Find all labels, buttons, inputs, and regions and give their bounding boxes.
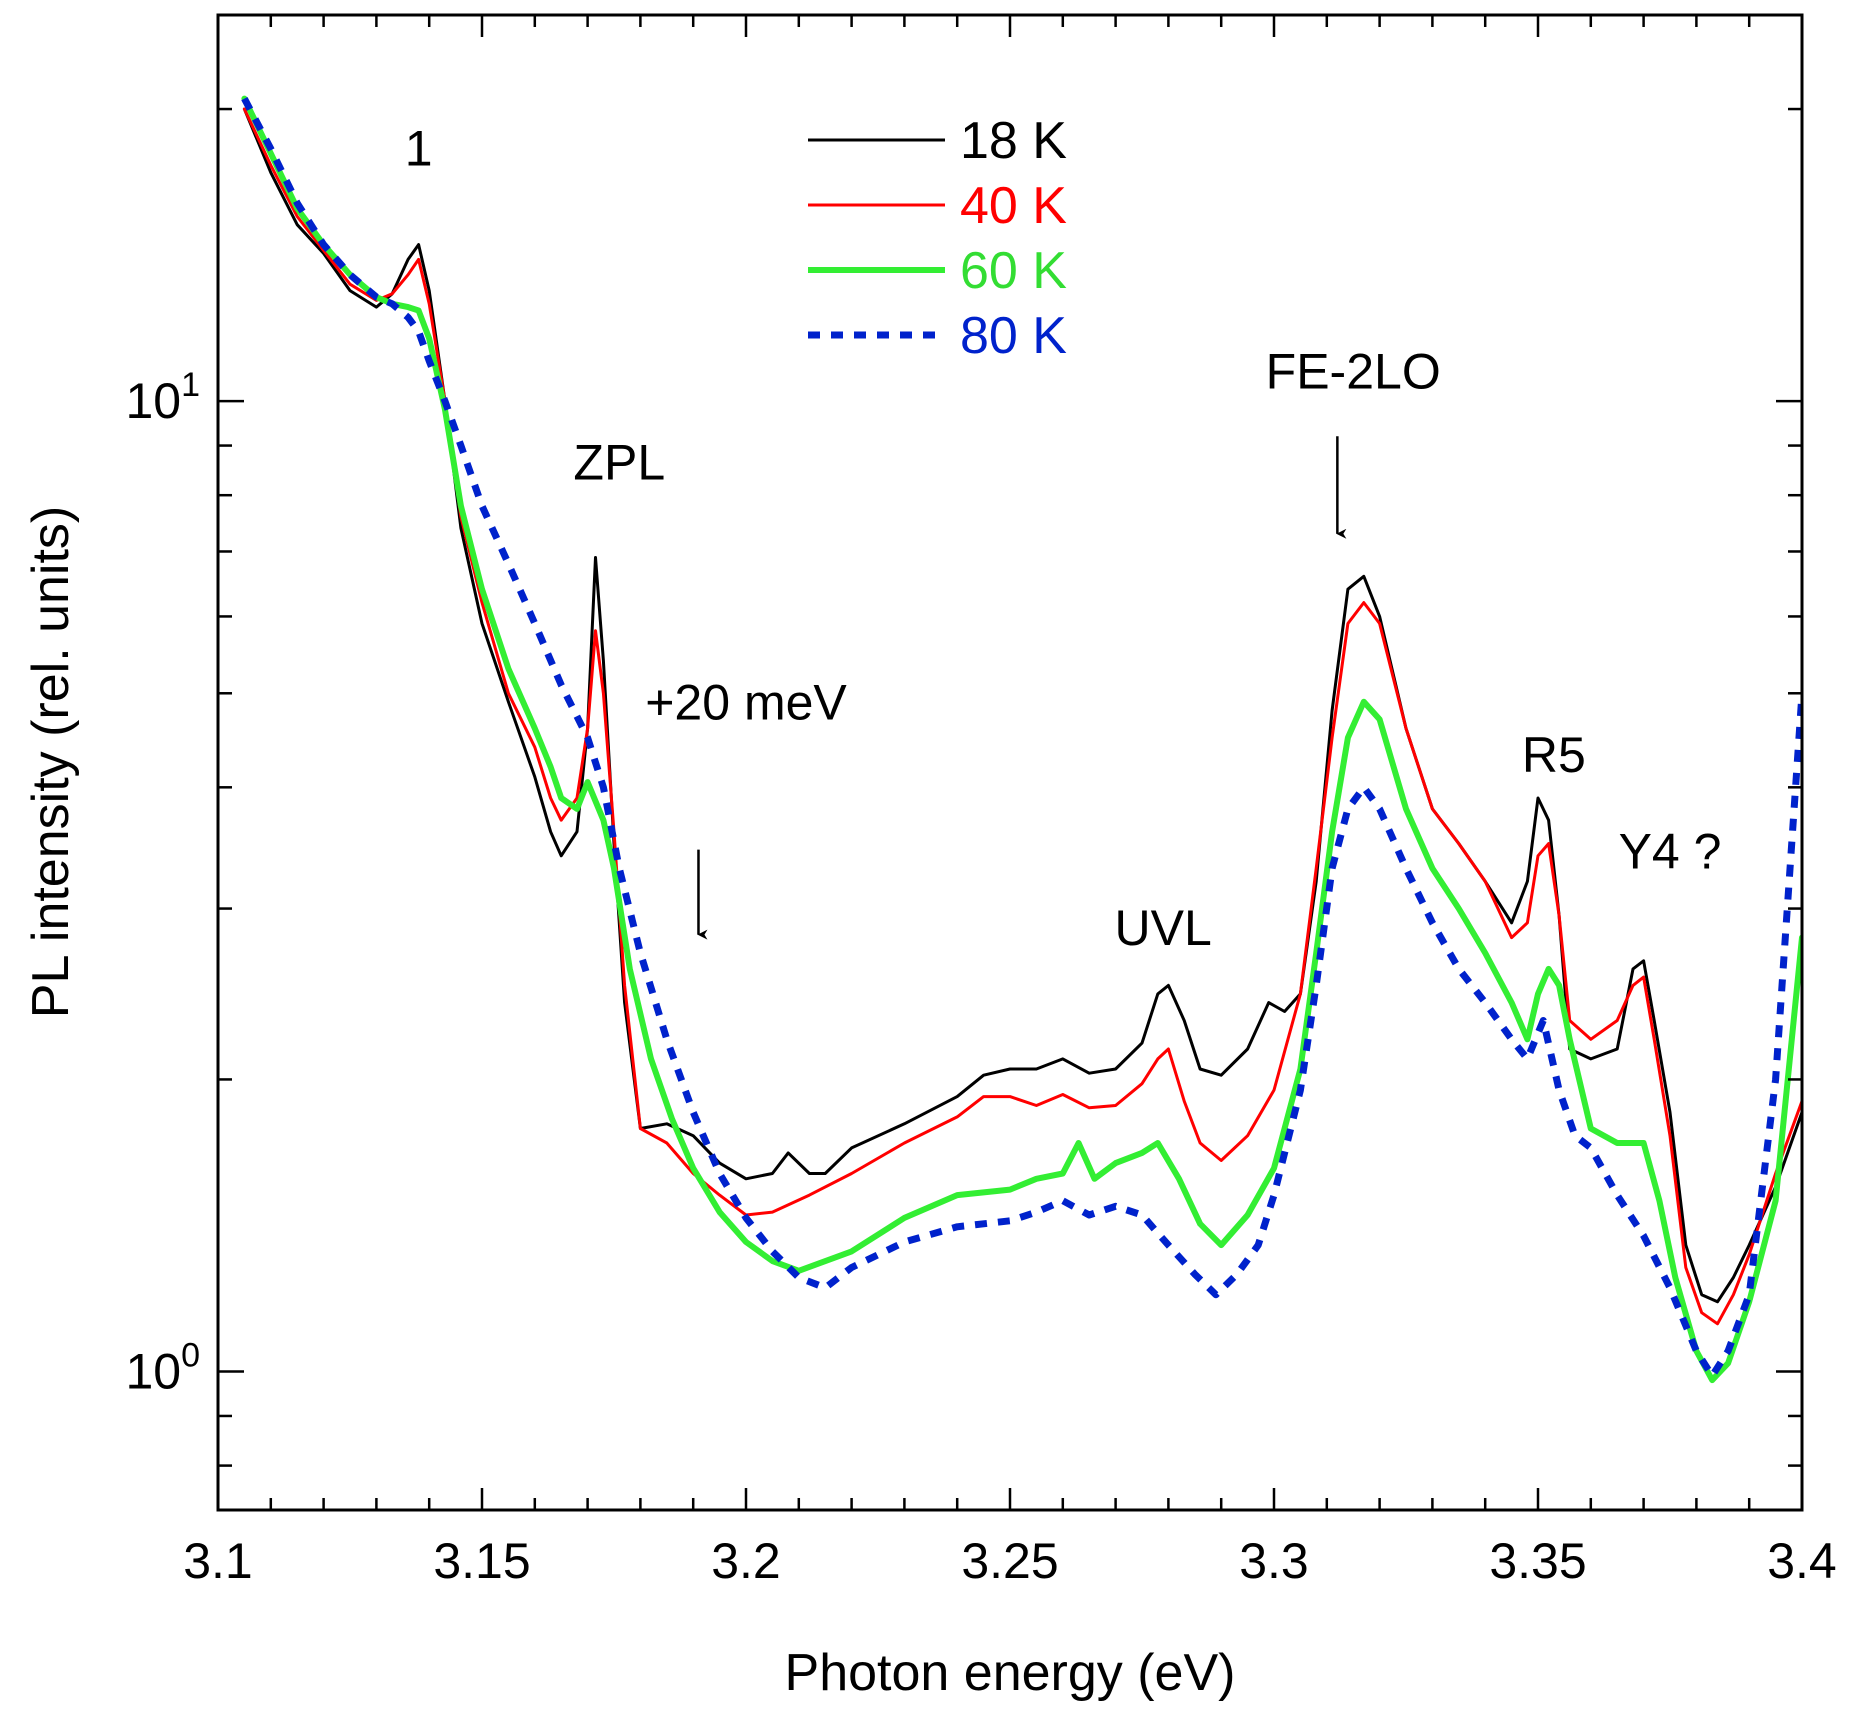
- y-tick-label: 100: [125, 1337, 200, 1400]
- y-axis-title: PL intensity (rel. units): [22, 506, 80, 1018]
- x-tick-label: 3.4: [1767, 1533, 1837, 1589]
- peak-label: ZPL: [573, 435, 665, 491]
- legend-label: 60 K: [960, 242, 1067, 300]
- x-tick-label: 3.35: [1489, 1533, 1586, 1589]
- peak-label: Y4 ?: [1619, 823, 1722, 879]
- legend-label: 18 K: [960, 112, 1067, 170]
- annotations-layer: 1 ZPL +20 meV FE-2LO UVL R5 Y4 ?: [405, 120, 1722, 956]
- peak-label: UVL: [1114, 900, 1211, 956]
- peak-label: FE-2LO: [1266, 344, 1441, 400]
- y-tick-label: 101: [125, 366, 200, 429]
- series-line-60k: [241, 95, 1802, 1384]
- x-axis-title: Photon energy (eV): [785, 1644, 1236, 1702]
- x-tick-label: 3.25: [961, 1533, 1058, 1589]
- legend-label: 80 K: [960, 307, 1067, 365]
- x-tick-label: 3.1: [183, 1533, 253, 1589]
- x-tick-label: 3.3: [1239, 1533, 1309, 1589]
- peak-label: R5: [1522, 727, 1586, 783]
- series-line-40k: [242, 107, 1802, 1326]
- x-tick-label: 3.15: [433, 1533, 530, 1589]
- ticks-layer: [216, 15, 1804, 1510]
- legend: 18 K 40 K 60 K 80 K: [808, 112, 1067, 365]
- legend-label: 40 K: [960, 177, 1067, 235]
- series-line-80k: [241, 96, 1802, 1380]
- x-tick-label: 3.2: [711, 1533, 781, 1589]
- tick-labels-layer: 3.1 3.15 3.2 3.25 3.3 3.35 3.4 100 101: [125, 366, 1836, 1589]
- peak-label: +20 meV: [645, 674, 847, 730]
- peak-label: 1: [405, 120, 433, 176]
- series-layer: [241, 95, 1802, 1384]
